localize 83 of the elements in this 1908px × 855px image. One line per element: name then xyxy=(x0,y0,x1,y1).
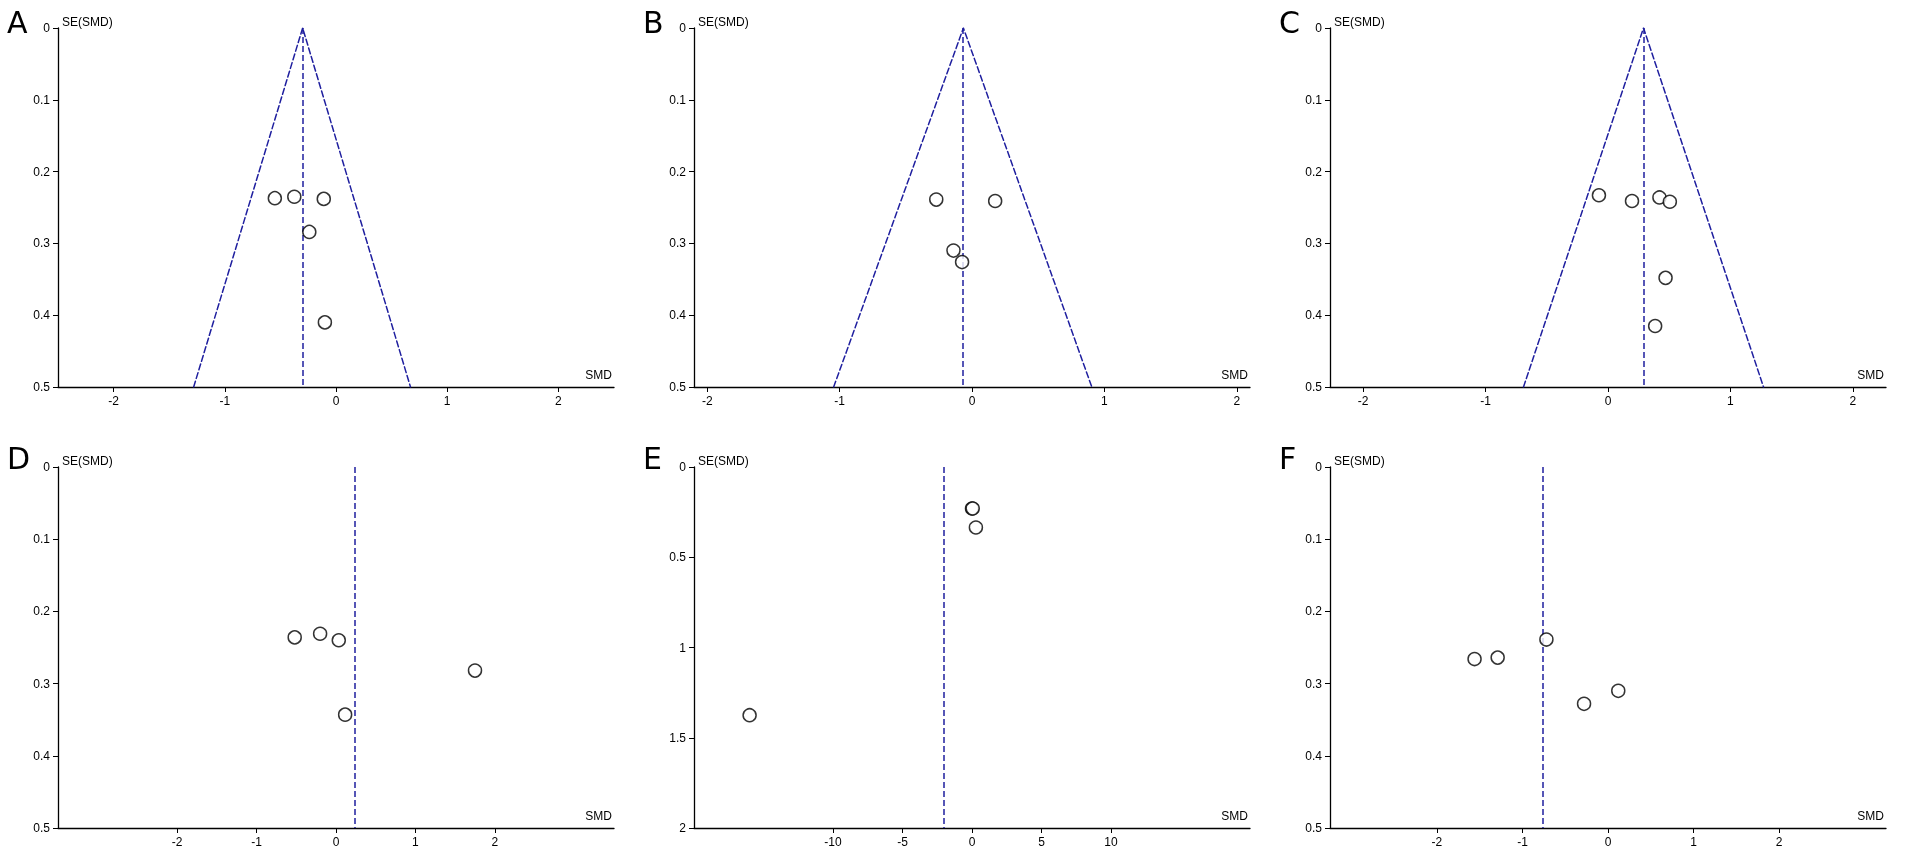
x-tick-label: 10 xyxy=(1104,835,1118,849)
y-tick-label: 0 xyxy=(1315,21,1323,35)
chart-title: D xyxy=(7,440,31,476)
y-tick-label: 1 xyxy=(679,640,687,655)
y-tick-label: 0.3 xyxy=(33,236,51,251)
y-tick-label: 0.2 xyxy=(33,164,51,179)
y-tick-label: 0.5 xyxy=(669,380,687,394)
x-tick-label: 0 xyxy=(968,835,976,849)
y-tick-label: 0.4 xyxy=(1305,308,1323,323)
x-tick-label: -1 xyxy=(1480,394,1492,408)
x-tick-label: -2 xyxy=(701,394,713,408)
y-tick-label: 0 xyxy=(679,460,687,474)
x-tick-label: 0 xyxy=(1604,394,1612,408)
x-axis-title: SMD xyxy=(1221,368,1249,382)
y-tick-label: 0.4 xyxy=(669,308,687,323)
y-axis-title: SE(SMD) xyxy=(1334,454,1385,468)
y-tick-label: 0.2 xyxy=(1305,164,1323,179)
x-tick-label: 5 xyxy=(1038,835,1046,849)
x-tick-label: 2 xyxy=(555,394,563,408)
x-tick-label: -2 xyxy=(108,394,120,408)
x-tick-label: -1 xyxy=(219,394,231,408)
y-tick-label: 0.3 xyxy=(1305,236,1323,251)
x-tick-label: -1 xyxy=(251,835,263,849)
x-axis-title: SMD xyxy=(1857,368,1885,382)
chart-title: A xyxy=(7,4,28,40)
x-tick-label: 1 xyxy=(1101,394,1109,408)
y-tick-label: 0.2 xyxy=(1305,604,1323,619)
x-tick-label: 2 xyxy=(1849,394,1857,408)
y-tick-label: 0.1 xyxy=(1305,532,1323,547)
x-tick-label: -2 xyxy=(171,835,183,849)
x-axis-title: SMD xyxy=(1857,809,1885,823)
y-tick-label: 0.5 xyxy=(1305,821,1323,835)
y-tick-label: 2 xyxy=(679,821,687,835)
y-axis-title: SE(SMD) xyxy=(698,15,749,29)
x-tick-label: 1 xyxy=(1690,835,1698,849)
y-tick-label: 0.4 xyxy=(33,308,51,323)
y-tick-label: 0 xyxy=(679,21,687,35)
y-tick-label: 0.5 xyxy=(33,821,51,835)
y-tick-label: 0.5 xyxy=(1305,380,1323,394)
y-tick-label: 0.3 xyxy=(33,676,51,691)
x-tick-label: -2 xyxy=(1431,835,1443,849)
x-tick-label: 2 xyxy=(1775,835,1783,849)
chart-title: C xyxy=(1279,4,1300,40)
y-tick-label: 0.3 xyxy=(1305,676,1323,691)
x-axis-title: SMD xyxy=(585,809,613,823)
x-axis-title: SMD xyxy=(585,368,613,382)
x-tick-label: -5 xyxy=(897,835,909,849)
y-tick-label: 0.2 xyxy=(669,164,687,179)
y-tick-label: 0.4 xyxy=(1305,748,1323,763)
y-tick-label: 0.2 xyxy=(33,604,51,619)
y-tick-label: 0.1 xyxy=(33,92,51,107)
x-tick-label: 0 xyxy=(1604,835,1612,849)
y-tick-label: 0.3 xyxy=(669,236,687,251)
y-tick-label: 0 xyxy=(1315,460,1323,474)
y-tick-label: 0 xyxy=(43,21,51,35)
x-tick-label: 1 xyxy=(1727,394,1735,408)
x-tick-label: 1 xyxy=(443,394,451,408)
x-tick-label: -1 xyxy=(834,394,846,408)
chart-title: F xyxy=(1279,440,1297,476)
chart-title: B xyxy=(643,4,664,40)
chart-title: E xyxy=(643,440,662,476)
y-tick-label: 0 xyxy=(43,460,51,474)
y-axis-title: SE(SMD) xyxy=(1334,15,1385,29)
y-tick-label: 0.1 xyxy=(33,532,51,547)
y-tick-label: 0.1 xyxy=(1305,92,1323,107)
x-tick-label: -2 xyxy=(1357,394,1369,408)
y-axis-title: SE(SMD) xyxy=(62,15,113,29)
y-tick-label: 0.4 xyxy=(33,748,51,763)
x-tick-label: 1 xyxy=(412,835,420,849)
x-tick-label: 2 xyxy=(491,835,499,849)
x-tick-label: 0 xyxy=(968,394,976,408)
y-tick-label: 0.1 xyxy=(669,92,687,107)
y-tick-label: 0.5 xyxy=(33,380,51,394)
x-tick-label: 0 xyxy=(332,394,340,408)
x-tick-label: -1 xyxy=(1517,835,1529,849)
x-tick-label: 0 xyxy=(332,835,340,849)
x-axis-title: SMD xyxy=(1221,809,1249,823)
y-tick-label: 1.5 xyxy=(669,730,687,745)
x-tick-label: 2 xyxy=(1233,394,1241,408)
y-axis-title: SE(SMD) xyxy=(62,454,113,468)
x-tick-label: -10 xyxy=(824,835,842,849)
y-tick-label: 0.5 xyxy=(669,550,687,565)
y-axis-title: SE(SMD) xyxy=(698,454,749,468)
